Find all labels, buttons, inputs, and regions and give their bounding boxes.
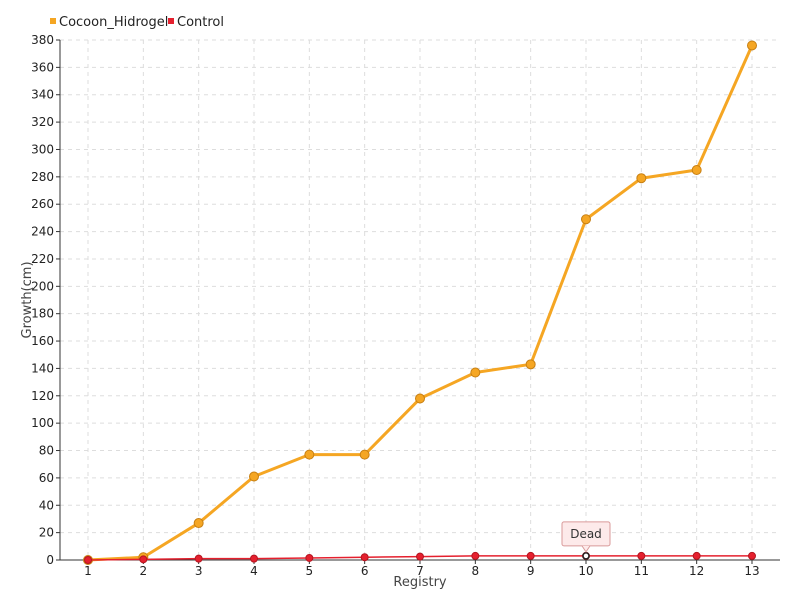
- y-tick-label: 120: [31, 389, 54, 403]
- y-tick-label: 280: [31, 170, 54, 184]
- annotation-marker[interactable]: [582, 552, 590, 560]
- y-tick-label: 40: [39, 498, 54, 512]
- legend-label-cocoon-hidrogel[interactable]: Cocoon_Hidrogel: [59, 15, 168, 30]
- y-tick-label: 200: [31, 279, 54, 293]
- y-tick-label: 180: [31, 307, 54, 321]
- data-point-cocoon-hidrogel[interactable]: [691, 165, 702, 175]
- data-point-control[interactable]: [471, 551, 480, 560]
- x-tick-label: 10: [578, 564, 593, 578]
- data-point-cocoon-hidrogel[interactable]: [249, 471, 259, 482]
- legend-swatch-cocoon-hidrogel[interactable]: [50, 18, 56, 24]
- y-tick-label: 20: [39, 526, 54, 540]
- x-tick-label: 6: [361, 564, 369, 578]
- x-tick-label: 5: [306, 564, 314, 578]
- y-axis-title: Growth(cm): [20, 261, 35, 338]
- data-point-control[interactable]: [360, 553, 369, 562]
- data-point-cocoon-hidrogel[interactable]: [415, 393, 425, 404]
- y-tick-label: 0: [46, 553, 54, 567]
- legend-label-control[interactable]: Control: [177, 15, 224, 30]
- x-tick-label: 9: [527, 564, 535, 578]
- data-point-control[interactable]: [526, 551, 535, 560]
- data-point-control[interactable]: [84, 556, 92, 564]
- data-point-control[interactable]: [416, 552, 424, 561]
- y-tick-label: 320: [31, 115, 54, 129]
- x-tick-label: 1: [84, 564, 92, 578]
- data-point-cocoon-hidrogel[interactable]: [359, 449, 370, 460]
- data-point-cocoon-hidrogel[interactable]: [193, 518, 204, 529]
- data-point-cocoon-hidrogel[interactable]: [470, 367, 481, 378]
- data-point-cocoon-hidrogel[interactable]: [747, 40, 757, 51]
- data-point-control[interactable]: [637, 551, 646, 560]
- axes: 0 20 40 60 80 100 120 140 160 180 200 220 240 260 280 3…: [31, 33, 780, 578]
- grid: [60, 39, 780, 560]
- data-point-cocoon-hidrogel[interactable]: [304, 449, 315, 460]
- x-tick-label: 12: [689, 564, 704, 578]
- legend: Cocoon_Hidrogel Control: [50, 15, 224, 30]
- data-point-control[interactable]: [748, 551, 756, 560]
- data-point-control[interactable]: [692, 551, 701, 560]
- data-point-control[interactable]: [305, 553, 314, 562]
- y-tick-label: 340: [31, 88, 54, 102]
- annotation-pointer: [581, 545, 591, 553]
- y-tick-label: 260: [31, 197, 54, 211]
- data-point-cocoon-hidrogel[interactable]: [525, 359, 536, 370]
- y-tick-label: 380: [31, 33, 54, 47]
- y-tick-label: 100: [31, 416, 54, 430]
- legend-swatch-control[interactable]: [168, 18, 174, 24]
- series-layer: [83, 40, 757, 565]
- x-tick-label: 8: [472, 564, 480, 578]
- x-tick-label: 4: [250, 564, 258, 578]
- y-tick-label: 300: [31, 142, 54, 156]
- data-point-cocoon-hidrogel[interactable]: [636, 173, 647, 184]
- data-point-control[interactable]: [194, 554, 203, 563]
- x-tick-label: 13: [744, 564, 759, 578]
- data-point-control[interactable]: [250, 554, 258, 563]
- data-point-control[interactable]: [139, 555, 148, 564]
- x-tick-label: 11: [634, 564, 649, 578]
- y-tick-label: 220: [31, 252, 54, 266]
- y-tick-label: 240: [31, 225, 54, 239]
- x-tick-label: 2: [140, 564, 148, 578]
- annotation-label: Dead: [570, 527, 602, 541]
- y-tick-label: 140: [31, 361, 54, 375]
- y-tick-label: 360: [31, 60, 54, 74]
- y-tick-label: 80: [39, 444, 54, 458]
- y-tick-label: 160: [31, 334, 54, 348]
- y-tick-label: 60: [39, 471, 54, 485]
- data-point-cocoon-hidrogel[interactable]: [581, 214, 591, 225]
- x-tick-label: 7: [416, 564, 424, 578]
- x-axis-title: Registry: [393, 575, 447, 590]
- x-tick-label: 3: [195, 564, 203, 578]
- annotations: Dead: [561, 521, 611, 560]
